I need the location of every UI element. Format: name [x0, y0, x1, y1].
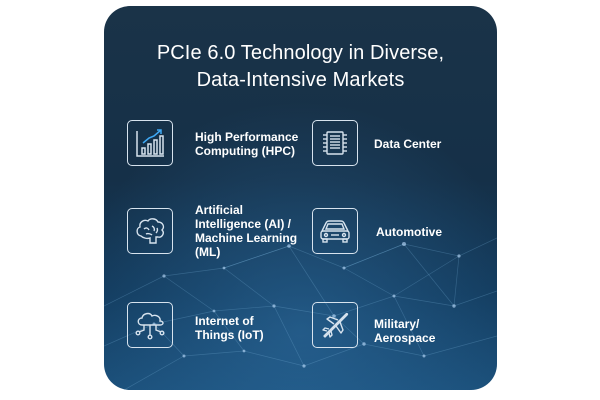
- label-line: Computing (HPC): [195, 144, 295, 158]
- label-line: Intelligence (AI) /: [195, 217, 292, 231]
- infographic-card: PCIe 6.0 Technology in Diverse, Data-Int…: [104, 6, 497, 390]
- server-chip-icon: [323, 131, 347, 155]
- title-line-2: Data-Intensive Markets: [196, 69, 405, 91]
- label-line: High Performance: [195, 130, 299, 144]
- iot-tile: [127, 302, 173, 348]
- hpc-label: High Performance Computing (HPC): [195, 130, 298, 158]
- data-center-label: Data Center: [374, 137, 441, 151]
- label-line: Internet of: [195, 314, 254, 328]
- label-line: (ML): [195, 245, 221, 259]
- iot-label: Internet of Things (IoT): [195, 314, 264, 342]
- page-title: PCIe 6.0 Technology in Diverse, Data-Int…: [104, 40, 497, 94]
- label-line: Machine Learning: [195, 231, 298, 245]
- automotive-label: Automotive: [376, 225, 442, 239]
- car-icon: [320, 220, 350, 243]
- ai-ml-label: Artificial Intelligence (AI) / Machine L…: [195, 203, 297, 259]
- brain-icon: [136, 218, 165, 244]
- aerospace-label: Military/ Aerospace: [374, 317, 435, 345]
- cloud-network-icon: [135, 312, 165, 340]
- label-line: Artificial: [195, 203, 244, 217]
- label-line: Aerospace: [374, 331, 436, 345]
- network-background: [104, 6, 497, 390]
- label-line: Automotive: [376, 225, 442, 239]
- title-line-1: PCIe 6.0 Technology in Diverse,: [156, 42, 445, 64]
- bar-chart-icon: [136, 129, 164, 157]
- automotive-tile: [312, 208, 358, 254]
- label-line: Data Center: [374, 137, 442, 151]
- label-line: Things (IoT): [195, 328, 264, 342]
- aerospace-tile: [312, 302, 358, 348]
- data-center-tile: [312, 120, 358, 166]
- hpc-tile: [127, 120, 173, 166]
- label-line: Military/: [374, 317, 420, 331]
- ai-ml-tile: [127, 208, 173, 254]
- aircraft-icon: [322, 312, 349, 338]
